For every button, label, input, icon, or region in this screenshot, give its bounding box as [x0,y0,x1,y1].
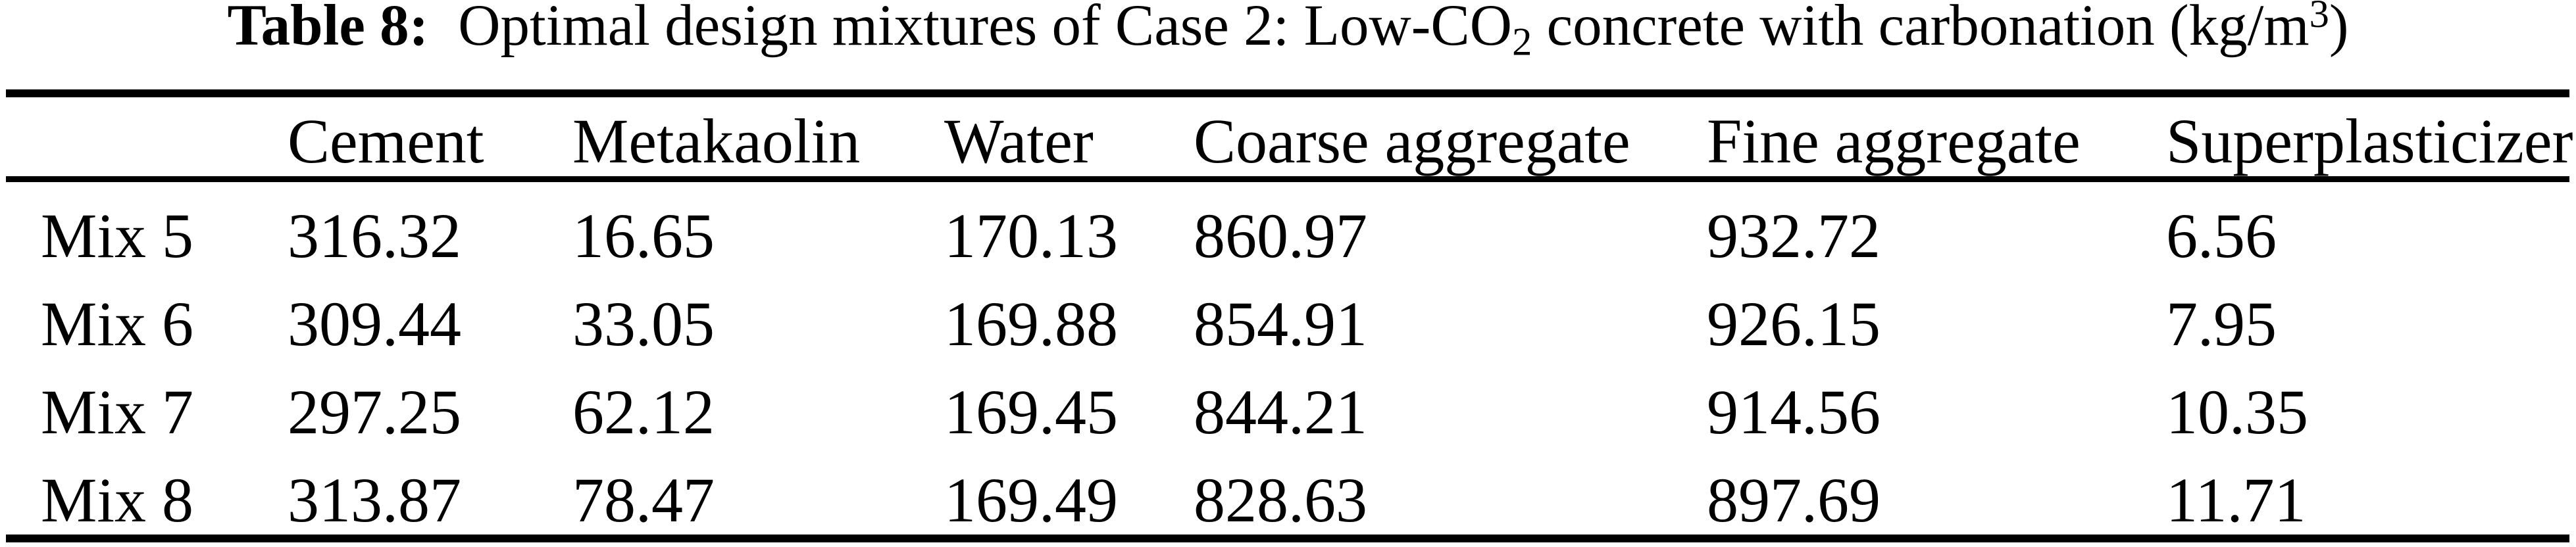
table-row-mix-6: Mix 6 309.44 33.05 169.88 854.91 926.15 … [6,270,2569,358]
table-cell: 62.12 [572,377,715,447]
caption-text-1: Optimal design mixtures of Case 2: Low-C… [458,0,1513,59]
header-cell-coarse-aggregate: Coarse aggregate [1194,106,1630,176]
table-cell: 932.72 [1707,201,1881,271]
mixtures-table: Cement Metakaolin Water Coarse aggregate… [6,97,2573,535]
table-cell: 16.65 [572,201,715,271]
table-cell: 169.45 [944,377,1118,447]
table-cell: 313.87 [288,465,461,535]
table-cell: 844.21 [1194,377,1367,447]
table-cell: 914.56 [1707,377,1881,447]
table-cell: 169.49 [944,465,1118,535]
caption-text-3: ) [2329,0,2349,59]
table-top-rule [6,89,2569,97]
table-cell: 78.47 [572,465,715,535]
table-cell: 6.56 [2166,201,2277,271]
header-cell-metakaolin: Metakaolin [572,106,861,176]
table-bottom-rule [6,535,2569,542]
table-header-rule [6,176,2569,182]
table-cell: 11.71 [2166,465,2306,535]
m3-superscript: 3 [2309,0,2329,36]
table-cell: 10.35 [2166,377,2308,447]
table-cell: 297.25 [288,377,461,447]
header-cell-cement: Cement [288,106,484,176]
table-cell: 170.13 [944,201,1118,271]
row-label: Mix 7 [41,377,194,447]
header-row: Cement Metakaolin Water Coarse aggregate… [6,97,2573,182]
table-row-mix-5: Mix 5 316.32 16.65 170.13 860.97 932.72 … [6,182,2569,270]
header-cell-fine-aggregate: Fine aggregate [1707,106,2081,176]
row-label: Mix 8 [41,465,194,535]
table-cell: 309.44 [288,289,461,359]
table-row-mix-7: Mix 7 297.25 62.12 169.45 844.21 914.56 … [6,358,2569,446]
header-cell-water: Water [944,106,1094,176]
table-cell: 860.97 [1194,201,1367,271]
table-cell: 897.69 [1707,465,1881,535]
table-caption: Table 8: Optimal design mixtures of Case … [0,0,2576,62]
table-cell: 33.05 [572,289,715,359]
co2-subscript: 2 [1512,20,1532,64]
header-cell-mix [6,97,288,182]
caption-text-2: concrete with carbonation (kg/m [1532,0,2310,59]
table-cell: 7.95 [2166,289,2277,359]
table-row-mix-8: Mix 8 313.87 78.47 169.49 828.63 897.69 … [6,446,2569,535]
row-label: Mix 5 [41,201,194,271]
table-cell: 828.63 [1194,465,1367,535]
table-cell: 169.88 [944,289,1118,359]
table-cell: 854.91 [1194,289,1367,359]
table-cell: 316.32 [288,201,461,271]
table-cell: 926.15 [1707,289,1881,359]
caption-label: Table 8: [227,0,429,59]
header-cell-superplasticizer: Superplasticizer [2166,106,2573,176]
row-label: Mix 6 [41,289,194,359]
